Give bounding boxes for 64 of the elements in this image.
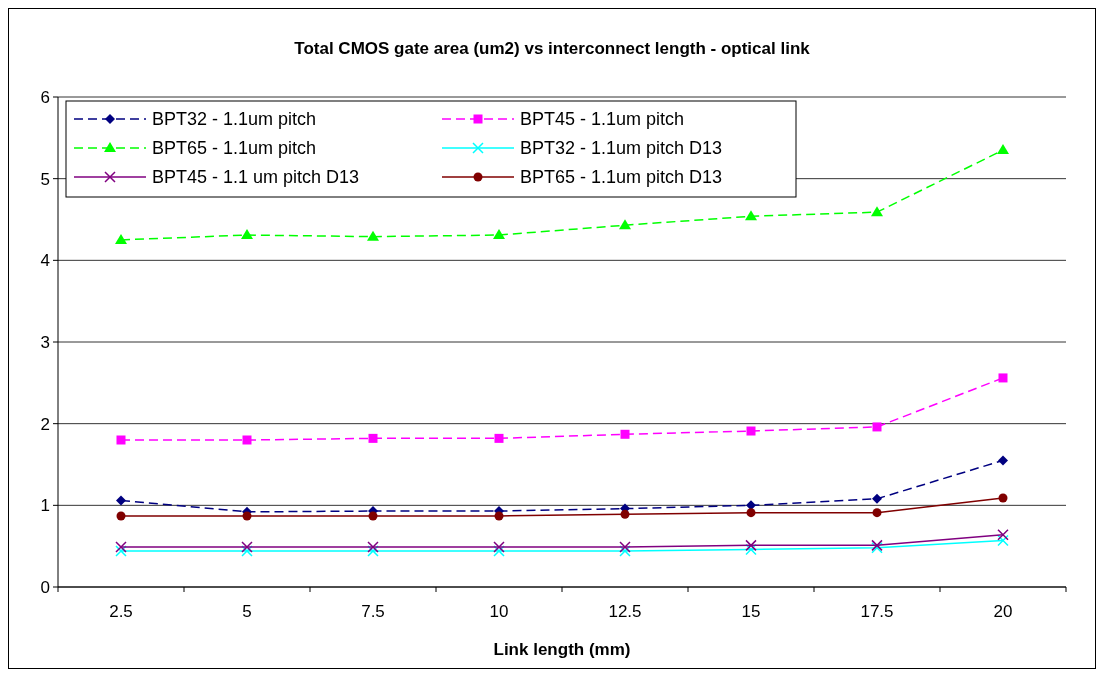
point: [997, 534, 1009, 547]
y-tick-label: 5: [40, 169, 50, 189]
legend-label: BPT32 - 1.1um pitch: [152, 109, 317, 130]
point: [998, 493, 1008, 503]
point: [367, 541, 379, 553]
y-tick-label: 4: [40, 251, 50, 271]
point: [116, 511, 126, 521]
point: [620, 509, 630, 519]
point: [998, 373, 1008, 383]
point: [745, 539, 757, 552]
point: [998, 455, 1008, 466]
point: [619, 545, 631, 557]
point: [115, 541, 127, 553]
point: [997, 144, 1009, 155]
point: [745, 210, 757, 221]
point: [242, 511, 252, 521]
chart-title: Total CMOS gate area (um2) vs interconnect length - optical link: [294, 39, 811, 58]
legend-label: BPT65 - 1.1um pitch: [152, 138, 317, 159]
y-tick-label: 2: [40, 414, 50, 434]
point: [367, 545, 379, 557]
point: [494, 433, 504, 443]
legend-label: BPT45 - 1.1 um pitch D13: [152, 167, 360, 188]
x-tick-label: 15: [741, 602, 761, 621]
x-tick-label: 7.5: [361, 602, 385, 621]
point: [115, 233, 127, 244]
point: [872, 493, 882, 504]
point: [493, 545, 505, 557]
point: [619, 219, 631, 230]
point: [745, 543, 757, 556]
point: [620, 429, 630, 439]
point: [746, 508, 756, 518]
point: [367, 230, 379, 241]
point: [871, 206, 883, 217]
point: [241, 541, 253, 553]
point: [493, 229, 505, 240]
point: [116, 495, 126, 506]
point: [241, 545, 253, 557]
legend-label: BPT32 - 1.1um pitch D13: [520, 138, 723, 159]
point: [368, 511, 378, 521]
point: [872, 422, 882, 432]
point: [997, 528, 1009, 541]
x-tick-label: 2.5: [109, 602, 133, 621]
point: [241, 229, 253, 240]
point: [368, 433, 378, 443]
point: [116, 435, 126, 445]
x-tick-label: 17.5: [860, 602, 894, 621]
point: [746, 426, 756, 436]
point: [242, 435, 252, 445]
point: [493, 541, 505, 553]
point: [494, 511, 504, 521]
x-tick-label: 5: [242, 602, 252, 621]
legend-label: BPT65 - 1.1um pitch D13: [520, 167, 723, 188]
x-tick-label: 12.5: [608, 602, 642, 621]
point: [872, 508, 882, 518]
point: [115, 545, 127, 557]
y-tick-label: 0: [40, 577, 50, 597]
x-tick-label: 20: [993, 602, 1013, 621]
x-tick-label: 10: [489, 602, 509, 621]
x-axis-title: Link length (mm): [493, 640, 631, 659]
legend-label: BPT45 - 1.1um pitch: [520, 109, 685, 130]
y-tick-label: 1: [40, 496, 50, 516]
y-tick-label: 3: [40, 332, 50, 352]
point: [619, 541, 631, 553]
y-tick-label: 6: [40, 87, 50, 107]
